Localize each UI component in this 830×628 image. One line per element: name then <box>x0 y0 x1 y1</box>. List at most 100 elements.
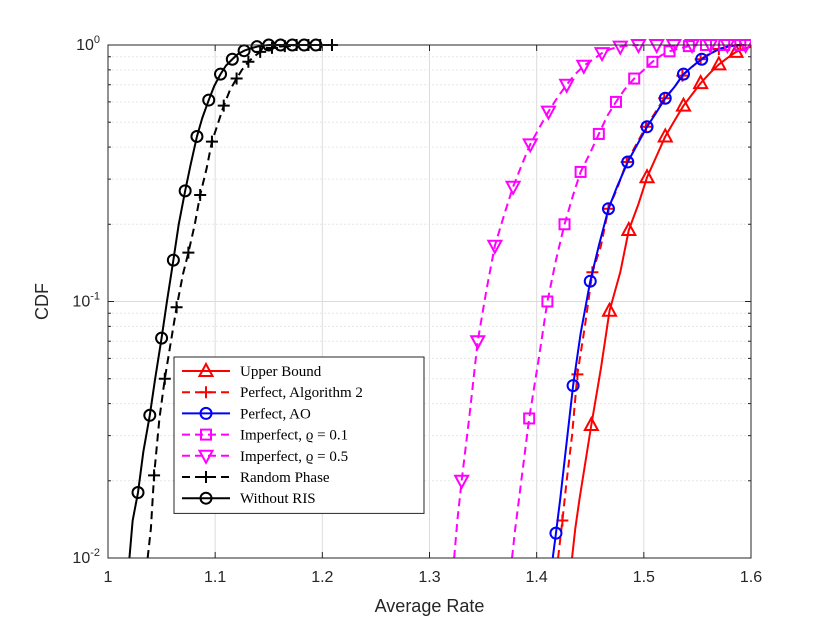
legend-marker <box>197 449 215 465</box>
series-marker <box>665 39 683 55</box>
legend-entry: Imperfect, ϱ = 0.1 <box>182 428 348 444</box>
series-marker <box>194 189 207 202</box>
x-axis-label: Average Rate <box>375 596 485 616</box>
series-marker <box>683 39 701 55</box>
x-tick-label: 1.6 <box>740 569 762 586</box>
series-marker <box>214 67 228 81</box>
series-marker <box>612 40 629 56</box>
legend-marker <box>199 406 213 420</box>
legend-label: Perfect, Algorithm 2 <box>240 385 363 401</box>
series-marker <box>541 295 554 308</box>
legend-entry: Without RIS <box>182 491 316 507</box>
x-tick-label: 1.3 <box>418 569 440 586</box>
series-group <box>128 38 751 558</box>
series-line <box>146 44 334 558</box>
series-marker <box>646 55 659 68</box>
legend-label: Without RIS <box>240 491 316 507</box>
series-marker <box>558 218 571 231</box>
series-marker <box>558 78 575 94</box>
series-marker <box>155 331 169 345</box>
series-marker <box>658 91 672 105</box>
series-line <box>453 44 639 558</box>
legend-label: Random Phase <box>240 470 330 486</box>
series-marker <box>540 105 557 121</box>
legend-marker <box>200 428 212 441</box>
series-marker <box>190 129 204 143</box>
series-6 <box>128 38 323 558</box>
y-tick-exponent: -2 <box>90 547 100 559</box>
series-marker <box>158 372 171 385</box>
series-marker <box>504 180 522 196</box>
series-marker <box>131 486 145 500</box>
series-marker <box>692 74 709 90</box>
series-marker <box>609 95 622 108</box>
series-marker <box>630 39 647 55</box>
legend-entry: Upper Bound <box>182 361 322 380</box>
series-marker <box>143 408 157 422</box>
series-marker <box>737 39 751 55</box>
series-marker <box>469 335 486 351</box>
series-marker <box>695 52 709 66</box>
series-marker <box>575 59 592 75</box>
series-marker <box>676 67 690 81</box>
series-marker <box>453 474 470 490</box>
series-0 <box>571 42 751 558</box>
series-marker <box>166 253 180 267</box>
series-marker <box>682 40 695 53</box>
series-marker <box>710 55 728 71</box>
series-marker <box>571 368 584 381</box>
legend: Upper Bound Perfect, Algorithm 2 Perfect, … <box>173 356 425 514</box>
series-marker <box>205 135 218 148</box>
series-marker <box>523 412 536 425</box>
series-marker <box>170 301 183 314</box>
series-marker <box>225 52 239 66</box>
series-marker <box>648 39 665 55</box>
series-marker <box>566 379 580 393</box>
series-marker <box>549 526 563 540</box>
x-tick-label: 1.5 <box>633 569 655 586</box>
legend-entry: Random Phase <box>182 470 330 486</box>
series-marker <box>574 165 587 178</box>
y-tick-base: 10 <box>72 550 90 567</box>
series-marker <box>628 72 641 85</box>
x-tick-label: 1.2 <box>311 569 333 586</box>
legend-label: Imperfect, ϱ = 0.1 <box>240 428 348 444</box>
series-marker <box>620 220 638 236</box>
y-axis-label: CDF <box>32 283 52 320</box>
series-marker <box>621 155 635 169</box>
series-marker <box>592 127 605 140</box>
series-marker <box>486 239 504 255</box>
series-marker <box>202 93 216 107</box>
legend-marker <box>197 361 215 377</box>
series-marker <box>583 415 600 432</box>
y-tick-exponent: -1 <box>90 291 100 303</box>
series-marker <box>638 168 656 184</box>
y-tick-base: 10 <box>76 37 94 54</box>
series-marker <box>583 274 597 288</box>
series-marker <box>719 39 736 55</box>
series-marker <box>148 469 161 482</box>
legend-marker <box>199 491 213 505</box>
series-marker <box>217 99 230 112</box>
y-tick-base: 10 <box>72 294 90 311</box>
series-marker <box>178 184 192 198</box>
series-marker <box>593 47 611 63</box>
series-marker <box>230 72 243 85</box>
series-marker <box>242 55 255 68</box>
series-marker <box>657 127 674 143</box>
legend-entry: Imperfect, ϱ = 0.5 <box>182 449 348 465</box>
series-marker <box>601 202 615 216</box>
legend-marker <box>200 386 212 399</box>
y-tick-label: 10-2 <box>72 547 100 567</box>
y-tick-exponent: 0 <box>94 34 100 46</box>
y-tick-label: 100 <box>76 34 100 54</box>
series-marker <box>675 96 692 112</box>
x-tick-label: 1.4 <box>526 569 548 586</box>
x-tick-label: 1 <box>104 569 113 586</box>
series-line <box>551 44 741 558</box>
legend-label: Upper Bound <box>240 364 322 380</box>
series-2 <box>549 44 741 558</box>
legend-marker <box>200 471 212 483</box>
